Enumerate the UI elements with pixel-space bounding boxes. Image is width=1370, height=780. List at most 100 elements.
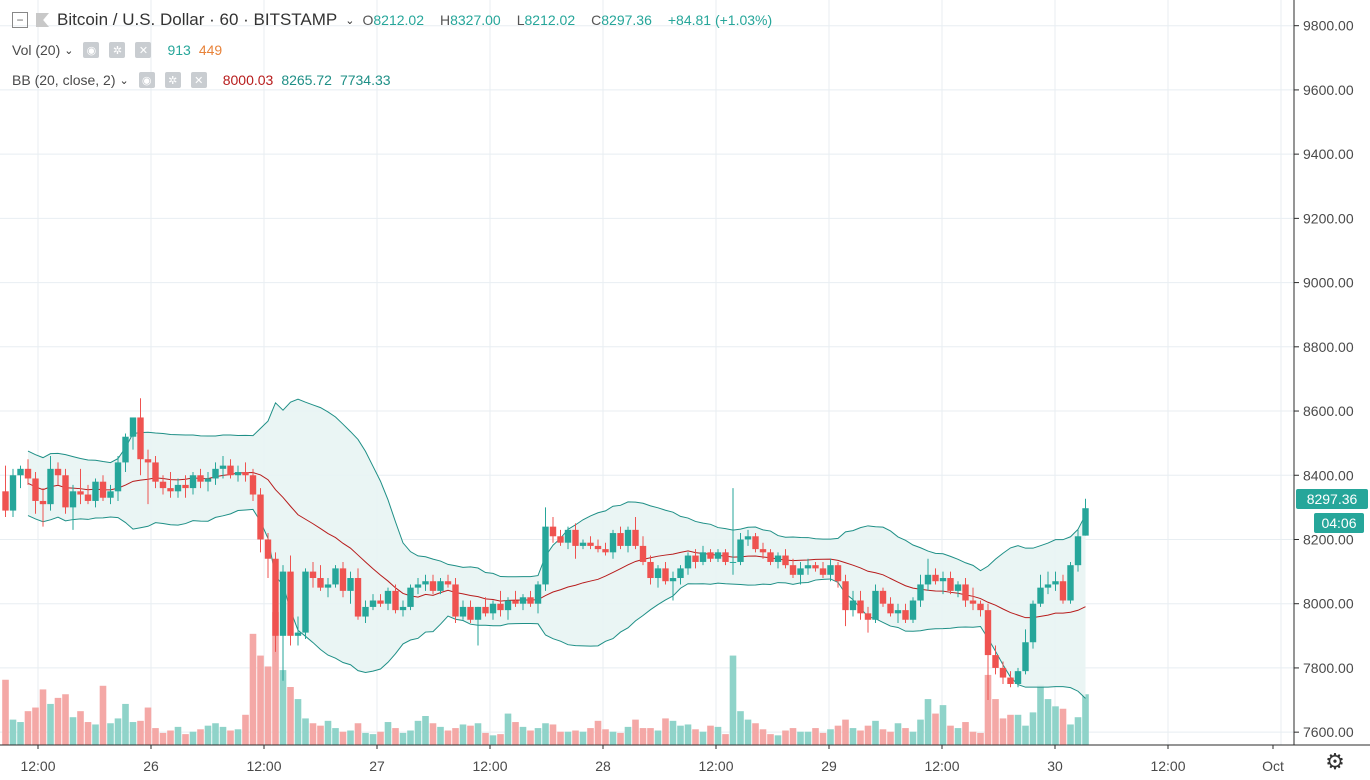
close-icon[interactable]: ✕ [190, 72, 207, 88]
candle-body [489, 603, 497, 614]
volume-bar [294, 699, 302, 745]
candle [894, 603, 902, 623]
candle-body [302, 571, 309, 633]
volume-bar [339, 731, 347, 745]
candle-body [429, 581, 437, 591]
bb-indicator-label[interactable]: BB (20, close, 2) [12, 72, 116, 88]
candle-body [497, 603, 504, 611]
candle [144, 449, 152, 505]
candle [594, 539, 602, 553]
candle [1044, 571, 1052, 595]
candle-body [332, 568, 339, 585]
candle-body [782, 555, 789, 566]
price-tick-label: 9600.00 [1303, 82, 1354, 98]
eye-icon[interactable]: ◉ [83, 42, 100, 58]
volume-bar [467, 725, 474, 745]
candle [639, 536, 647, 566]
candle-body [249, 475, 257, 495]
candle [362, 600, 369, 623]
candle-body [32, 478, 39, 501]
candle [272, 552, 279, 652]
candle-body [744, 536, 752, 540]
volume-bar [647, 728, 654, 745]
candle-body [669, 578, 677, 582]
symbol-title[interactable]: Bitcoin / U.S. Dollar · 60 · BITSTAMP [57, 10, 338, 29]
chevron-down-icon[interactable]: ⌄ [119, 74, 129, 87]
candle-body [219, 465, 227, 469]
volume-bar [609, 731, 617, 745]
candle [692, 549, 699, 569]
candle-body [407, 587, 414, 607]
candle-body [722, 552, 729, 562]
eye-icon[interactable]: ◉ [138, 72, 155, 88]
candle [377, 594, 384, 607]
candle-body [849, 600, 857, 611]
candle-body [84, 494, 92, 501]
candle-body [1082, 508, 1089, 536]
volume-bar [482, 732, 489, 745]
volume-bar [212, 723, 219, 745]
candle-body [684, 555, 692, 569]
candle-body [617, 533, 624, 546]
volume-bar [812, 728, 819, 745]
volume-bar [287, 687, 294, 745]
volume-bar [9, 719, 17, 745]
volume-bar [1037, 684, 1044, 745]
volume-bar [489, 735, 497, 745]
gear-icon[interactable]: ⚙ [1325, 749, 1345, 774]
candle [219, 455, 227, 479]
volume-bar [842, 719, 849, 745]
candle-body [789, 565, 797, 575]
price-tick-label: 8000.00 [1303, 596, 1354, 612]
price-tick-label: 9800.00 [1303, 18, 1354, 34]
volume-bar [639, 728, 647, 745]
volume-bar [1014, 714, 1022, 745]
volume-bar [572, 730, 579, 745]
bb-fill-area [28, 399, 1086, 699]
chevron-down-icon[interactable]: ⌄ [64, 44, 74, 57]
volume-bar [587, 728, 594, 745]
volume-bar [887, 731, 894, 745]
price-tick-label: 9400.00 [1303, 146, 1354, 162]
minus-square-icon[interactable]: − [12, 12, 28, 28]
volume-bar [452, 728, 459, 745]
gear-icon[interactable]: ✲ [164, 72, 181, 88]
candle [407, 584, 414, 611]
candle [729, 488, 737, 575]
candle [332, 565, 339, 588]
candle [32, 472, 39, 514]
candle [182, 475, 189, 498]
candle [167, 472, 174, 498]
volume-bar [17, 722, 24, 745]
candle [834, 561, 842, 588]
candle [369, 594, 377, 611]
candle-body [804, 565, 812, 569]
candle-body [422, 581, 429, 585]
volume-bar [362, 732, 369, 745]
volume-bar [729, 655, 737, 745]
price-tick-label: 7800.00 [1303, 660, 1354, 676]
volume-bar [992, 699, 999, 745]
candle [812, 561, 819, 572]
volume-bar [602, 729, 609, 745]
volume-bar [999, 718, 1007, 745]
candle-body [969, 600, 977, 604]
candle-body [362, 606, 369, 617]
volume-indicator-label[interactable]: Vol (20) [12, 42, 61, 58]
volume-bar [354, 723, 362, 745]
volume-bar [624, 726, 632, 745]
close-icon[interactable]: ✕ [135, 42, 152, 58]
price-tick-label: 9000.00 [1303, 275, 1354, 291]
candle [722, 549, 729, 566]
volume-bar [1067, 724, 1074, 745]
volume-bar [39, 689, 47, 745]
volume-bar [174, 726, 182, 745]
volume-bar [752, 723, 759, 745]
volume-bar [1022, 725, 1029, 745]
volume-bar [819, 732, 827, 745]
candle-body [1059, 581, 1067, 601]
candle [9, 468, 17, 518]
gear-icon[interactable]: ✲ [109, 42, 126, 58]
chevron-down-icon[interactable]: ⌄ [345, 14, 355, 27]
